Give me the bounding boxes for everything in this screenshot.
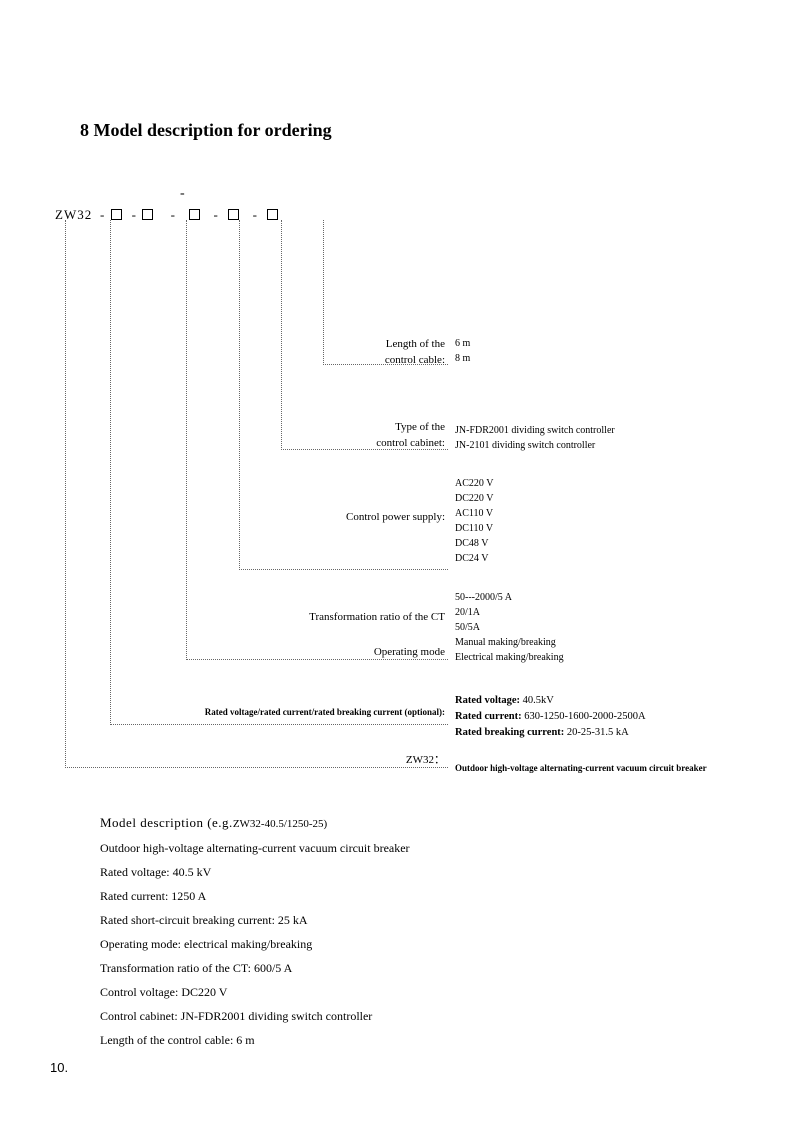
c2-values: JN-FDR2001 dividing switch controller JN… (455, 423, 615, 453)
desc-heading: Model description (e.g.ZW32-40.5/1250-25… (100, 810, 410, 836)
ordering-diagram: - ZW32 - - - - - Length of the control c… (50, 180, 750, 780)
desc-title: Model description (e.g. (100, 815, 233, 830)
model-description: Model description (e.g.ZW32-40.5/1250-25… (100, 810, 410, 1052)
c6-label: ZW32： (387, 753, 445, 769)
c6-value: Outdoor high-voltage alternating-current… (455, 762, 707, 776)
c3-v4: DC48 V (455, 536, 493, 551)
c1-v1: 8 m (455, 351, 470, 366)
desc-line: Control voltage: DC220 V (100, 980, 410, 1004)
desc-line: Rated current: 1250 A (100, 884, 410, 908)
placeholder-box (111, 209, 122, 220)
c3-v3: DC110 V (455, 521, 493, 536)
desc-line: Control cabinet: JN-FDR2001 dividing swi… (100, 1004, 410, 1028)
c4-v3: Manual making/breaking (455, 635, 564, 650)
placeholder-box (228, 209, 239, 220)
connector-line (65, 220, 448, 768)
placeholder-box (142, 209, 153, 220)
desc-line: Operating mode: electrical making/breaki… (100, 932, 410, 956)
desc-line: Rated short-circuit breaking current: 25… (100, 908, 410, 932)
desc-line: Length of the control cable: 6 m (100, 1028, 410, 1052)
c3-values: AC220 V DC220 V AC110 V DC110 V DC48 V D… (455, 476, 493, 566)
c2-v1: JN-2101 dividing switch controller (455, 438, 615, 453)
desc-line: Transformation ratio of the CT: 600/5 A (100, 956, 410, 980)
c2-v0: JN-FDR2001 dividing switch controller (455, 423, 615, 438)
c3-v5: DC24 V (455, 551, 493, 566)
page-number: 10. (50, 1060, 68, 1075)
c1-values: 6 m 8 m (455, 336, 470, 366)
c3-v2: AC110 V (455, 506, 493, 521)
c4-v4: Electrical making/breaking (455, 650, 564, 665)
c4-v2: 50/5A (455, 620, 564, 635)
c3-v0: AC220 V (455, 476, 493, 491)
placeholder-box (267, 209, 278, 220)
desc-example: ZW32-40.5/1250-25) (233, 818, 327, 830)
upper-dash: - (180, 186, 185, 202)
c3-v1: DC220 V (455, 491, 493, 506)
c4-v1: 20/1A (455, 605, 564, 620)
c5-v1: Rated voltage: 40.5kV (455, 693, 646, 709)
section-title: 8 Model description for ordering (80, 120, 332, 141)
placeholder-box (189, 209, 200, 220)
c5-v3: Rated breaking current: 20-25-31.5 kA (455, 725, 646, 741)
c4-v0: 50---2000/5 A (455, 590, 564, 605)
c4-values: 50---2000/5 A 20/1A 50/5A Manual making/… (455, 590, 564, 665)
c1-v0: 6 m (455, 336, 470, 351)
desc-line: Outdoor high-voltage alternating-current… (100, 836, 410, 860)
c5-v2: Rated current: 630-1250-1600-2000-2500A (455, 709, 646, 725)
c5-values: Rated voltage: 40.5kV Rated current: 630… (455, 693, 646, 740)
desc-line: Rated voltage: 40.5 kV (100, 860, 410, 884)
